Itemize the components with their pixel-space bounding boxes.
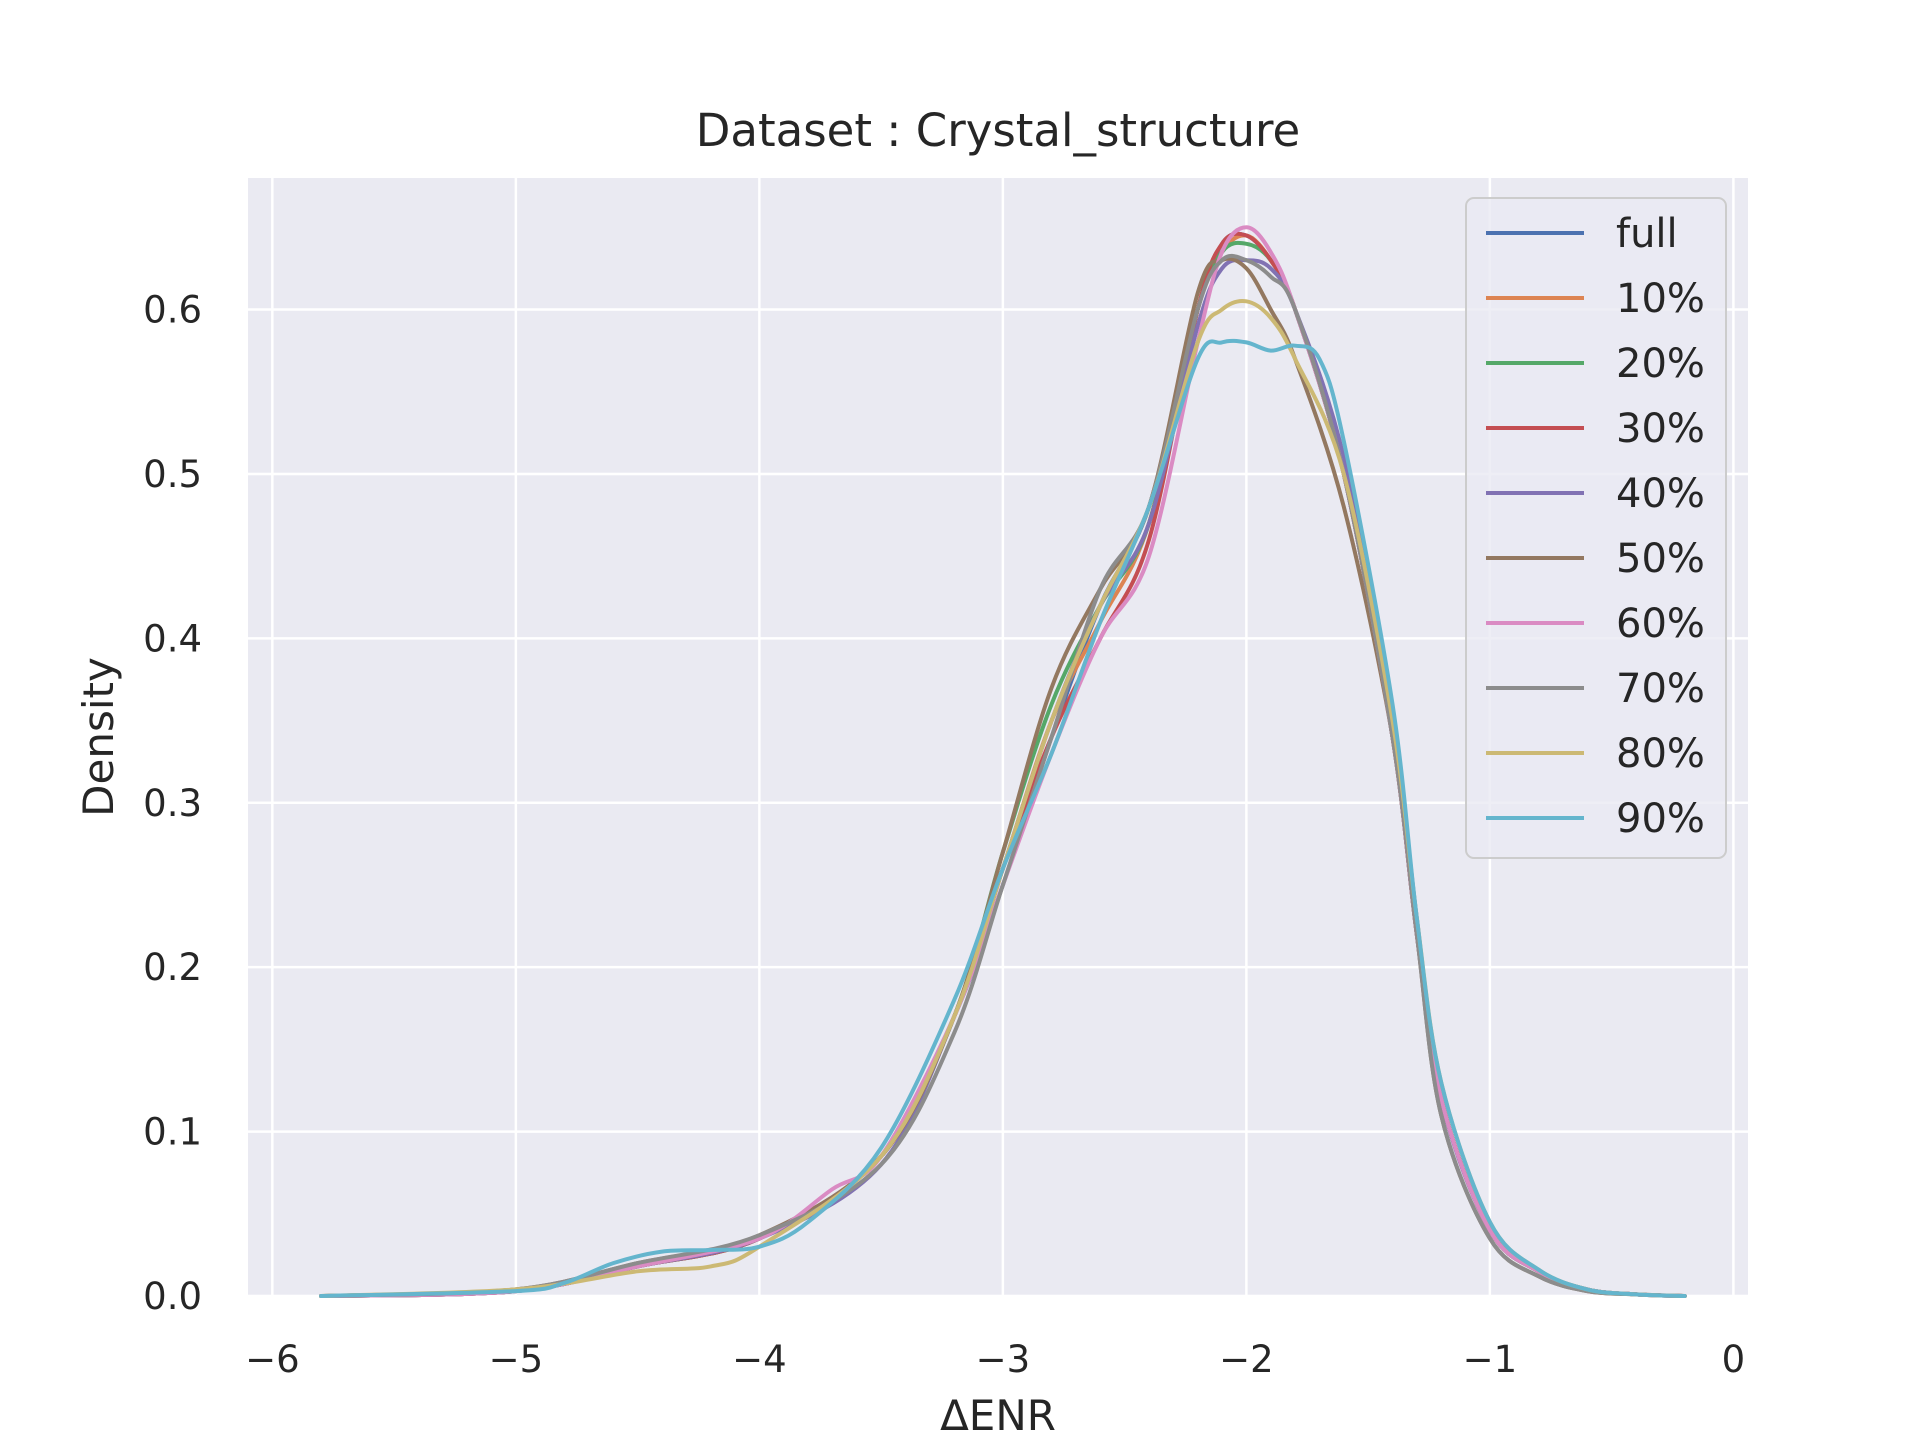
chart-title: Dataset : Crystal_structure <box>696 104 1300 157</box>
y-tick-label: 0.2 <box>143 946 202 989</box>
x-tick-label: −1 <box>1463 1338 1518 1381</box>
x-tick-label: −2 <box>1219 1338 1274 1381</box>
x-tick-label: −3 <box>976 1338 1031 1381</box>
y-tick-label: 0.5 <box>143 453 202 496</box>
series-line-90pct <box>319 338 1687 1298</box>
series-line-60pct <box>319 225 1687 1298</box>
y-axis-label: Density <box>74 657 123 817</box>
y-tick-labels: 0.0 0.1 0.2 0.3 0.4 0.5 0.6 <box>143 289 202 1318</box>
legend-label: 50% <box>1616 536 1705 582</box>
legend-label: 70% <box>1616 666 1705 712</box>
x-tick-label: −6 <box>245 1338 300 1381</box>
legend-label: 30% <box>1616 406 1705 452</box>
legend-label: 90% <box>1616 796 1705 842</box>
y-tick-label: 0.3 <box>143 782 202 825</box>
y-tick-label: 0.4 <box>143 617 202 660</box>
legend-label: 40% <box>1616 471 1705 517</box>
x-tick-label: 0 <box>1722 1338 1746 1381</box>
x-tick-label: −5 <box>489 1338 544 1381</box>
x-tick-label: −4 <box>732 1338 787 1381</box>
x-axis-label: ΔENR <box>940 1391 1056 1440</box>
legend: full 10% 20% 30% 40% 50% 60% 70% 80% 90% <box>1465 197 1727 859</box>
legend-label: 60% <box>1616 601 1705 647</box>
legend-label: full <box>1616 211 1678 257</box>
density-lines <box>319 225 1687 1298</box>
legend-label: 80% <box>1616 731 1705 777</box>
legend-label: 20% <box>1616 341 1705 387</box>
x-tick-labels: −6 −5 −4 −3 −2 −1 0 <box>245 1338 1745 1381</box>
y-tick-label: 0.6 <box>143 289 202 332</box>
legend-label: 10% <box>1616 276 1705 322</box>
y-tick-label: 0.1 <box>143 1111 202 1154</box>
y-tick-label: 0.0 <box>143 1275 202 1318</box>
